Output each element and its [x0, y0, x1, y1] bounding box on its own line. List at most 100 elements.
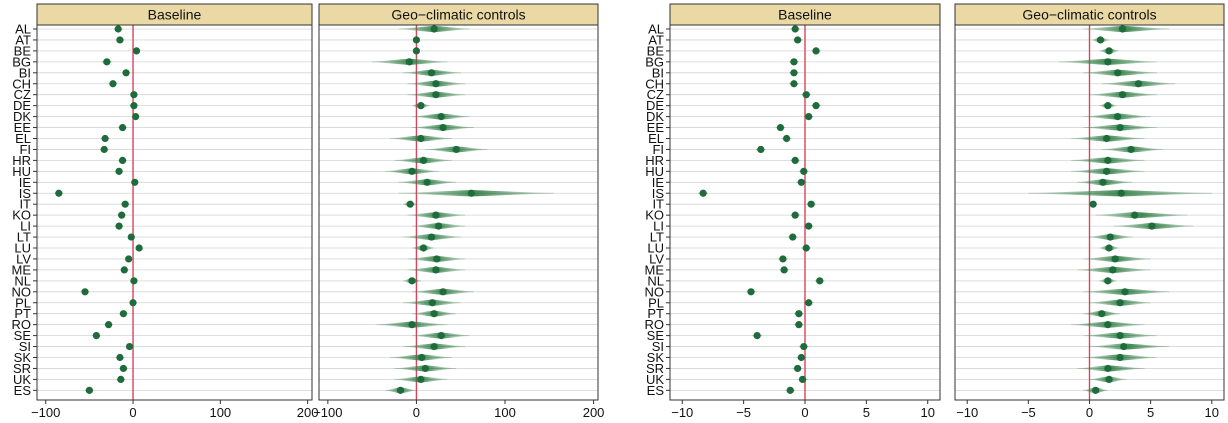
- data-point: [131, 178, 139, 186]
- y-tick-label: UK: [646, 372, 664, 387]
- y-tick-label: NL: [14, 273, 31, 288]
- y-tick-label: LT: [650, 230, 664, 245]
- data-point: [125, 255, 133, 263]
- data-point: [129, 299, 137, 307]
- y-tick-label: SK: [14, 350, 32, 365]
- data-point: [116, 36, 124, 44]
- data-point: [427, 69, 436, 77]
- data-point: [412, 47, 421, 55]
- data-point: [753, 332, 761, 340]
- ci-band: [1083, 25, 1169, 33]
- y-tick-label: CZ: [647, 87, 664, 102]
- data-point: [1105, 47, 1113, 55]
- data-point: [417, 134, 425, 143]
- data-point: [1109, 266, 1117, 274]
- data-point: [434, 222, 443, 230]
- data-point: [115, 167, 123, 175]
- data-point: [802, 244, 810, 252]
- data-point: [1148, 222, 1156, 230]
- data-point: [816, 277, 824, 285]
- data-point: [428, 299, 436, 307]
- x-tick-label: 0: [1086, 405, 1093, 420]
- data-point: [109, 80, 117, 88]
- data-point: [439, 123, 447, 132]
- panel-2: Geo−climatic controls −10 −5 0 5 10: [954, 3, 1225, 420]
- y-tick-label: SE: [14, 328, 32, 343]
- y-tick-label: AT: [15, 32, 31, 47]
- x-tick-label: 5: [1147, 405, 1154, 420]
- y-tick-label: DK: [13, 109, 31, 124]
- y-tick-label: BI: [19, 65, 31, 80]
- data-point: [430, 342, 438, 351]
- data-point: [1117, 189, 1125, 197]
- y-tick-label: RO: [645, 317, 665, 332]
- plot-area: [319, 25, 598, 400]
- x-tick-label: −10: [671, 405, 693, 420]
- y-tick-label: NO: [645, 284, 665, 299]
- data-point: [417, 102, 425, 110]
- x-tick-label: −10: [956, 405, 978, 420]
- data-point: [452, 145, 460, 154]
- y-tick-label: LI: [653, 219, 664, 234]
- data-point: [419, 244, 428, 252]
- y-tick-label: BG: [12, 54, 31, 69]
- y-tick-label: RO: [12, 317, 32, 332]
- data-point: [795, 310, 803, 318]
- x-tick-label: 200: [297, 405, 319, 420]
- y-tick-label: LI: [20, 219, 31, 234]
- data-point: [1116, 299, 1124, 307]
- y-tick-label: LV: [649, 251, 664, 266]
- data-point: [467, 189, 475, 197]
- data-point: [116, 353, 124, 362]
- data-point: [408, 321, 416, 329]
- data-point: [780, 266, 788, 274]
- y-tick-label: ES: [647, 383, 665, 398]
- data-point: [432, 211, 440, 219]
- data-point: [135, 244, 143, 252]
- y-tick-label: ME: [645, 262, 665, 277]
- data-point: [418, 353, 426, 362]
- data-point: [1104, 102, 1112, 110]
- y-tick-label: HU: [12, 164, 31, 179]
- facet-title: Baseline: [148, 7, 202, 23]
- data-point: [127, 233, 135, 241]
- data-point: [794, 36, 802, 44]
- y-tick-label: KO: [645, 208, 664, 223]
- data-point: [55, 189, 63, 197]
- data-point: [800, 342, 808, 351]
- y-tick-label: LT: [17, 230, 31, 245]
- y-tick-label: CH: [645, 76, 664, 91]
- data-point: [1127, 145, 1135, 154]
- data-point: [800, 167, 808, 175]
- y-tick-label: PT: [14, 306, 31, 321]
- ci-band: [1095, 211, 1188, 219]
- y-tick-label: HR: [12, 153, 31, 168]
- data-point: [427, 233, 436, 241]
- x-tick-label: −100: [313, 405, 342, 420]
- x-tick-label: 0: [801, 405, 808, 420]
- data-point: [805, 113, 813, 121]
- data-point: [100, 145, 108, 154]
- data-point: [117, 375, 125, 383]
- data-point: [417, 375, 425, 383]
- data-point: [1111, 255, 1119, 263]
- data-point: [1103, 167, 1111, 175]
- data-point: [92, 332, 100, 340]
- data-point: [118, 156, 127, 164]
- data-point: [1103, 134, 1111, 143]
- x-tick-label: 0: [129, 405, 136, 420]
- data-point: [396, 386, 405, 394]
- y-tick-label: BE: [647, 43, 665, 58]
- y-tick-label: SI: [19, 339, 31, 354]
- data-point: [776, 123, 785, 132]
- x-tick-label: −100: [31, 405, 60, 420]
- data-point: [1104, 321, 1112, 329]
- data-point: [1134, 80, 1143, 88]
- data-point: [1098, 310, 1106, 318]
- facet-title: Geo−climatic controls: [391, 7, 525, 23]
- data-point: [433, 255, 441, 263]
- data-point: [1089, 200, 1097, 208]
- data-point: [1116, 353, 1124, 362]
- data-point: [121, 200, 129, 208]
